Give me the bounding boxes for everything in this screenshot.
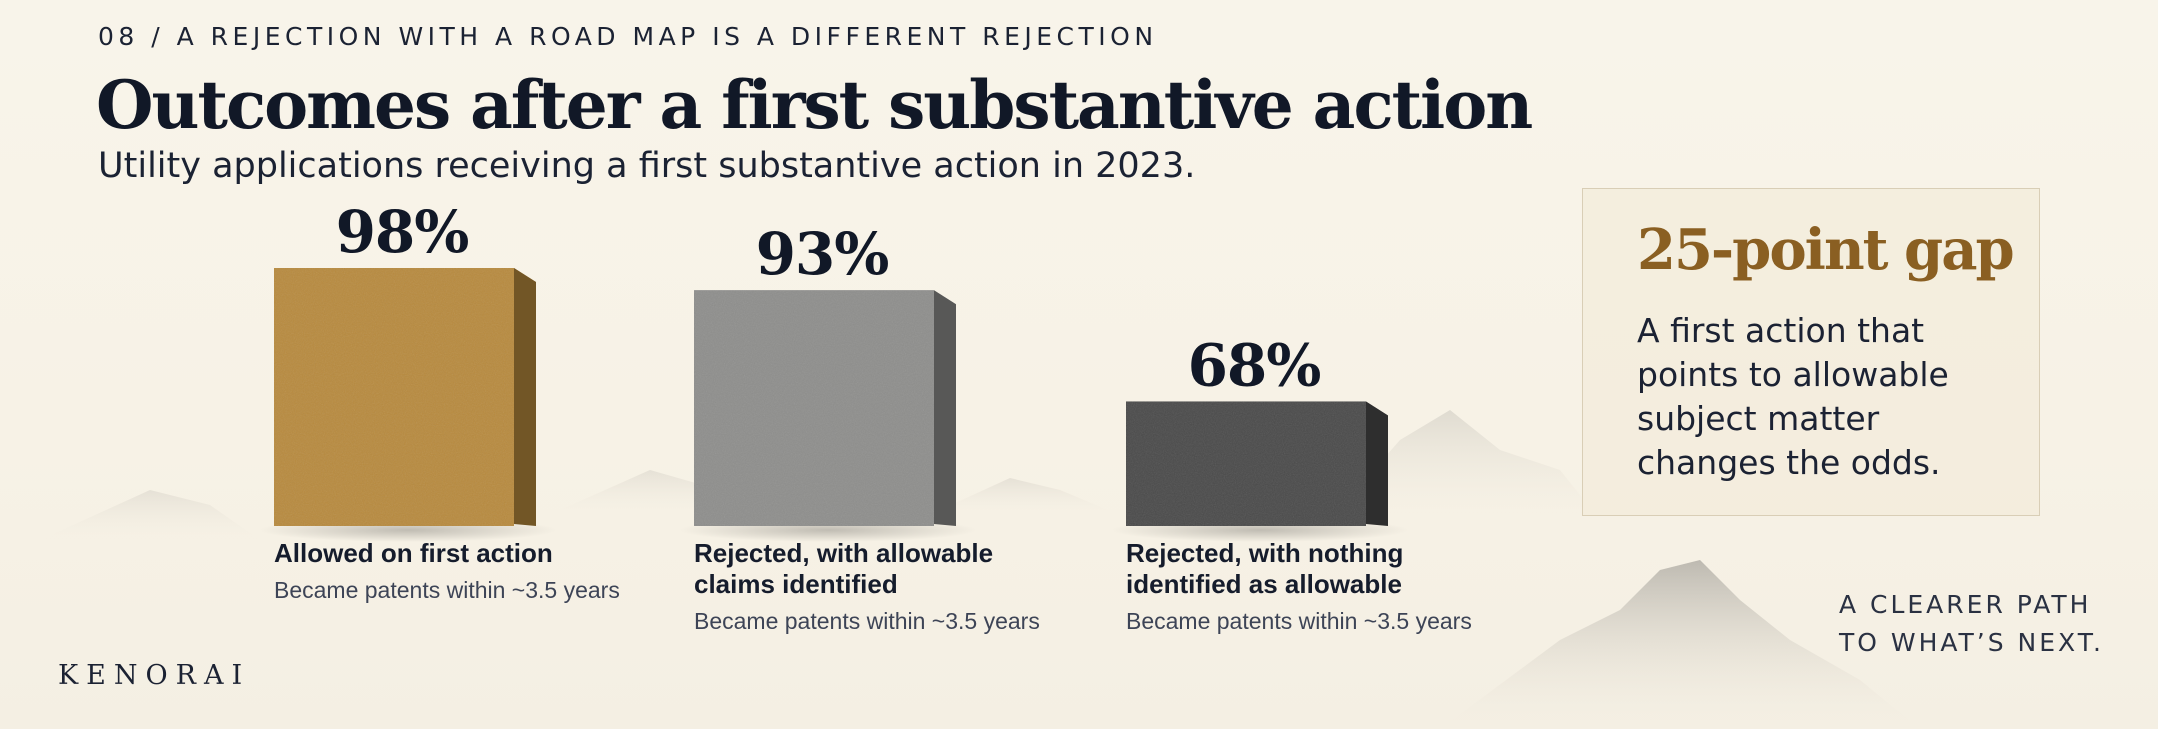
category-label: identified as allowable (1126, 569, 1402, 599)
bar-texture (694, 290, 934, 526)
category-label: Rejected, with allowable (694, 538, 994, 568)
bar-texture (1126, 401, 1366, 526)
bar-3 (1111, 401, 1409, 542)
category-note: Became patents within ~3.5 years (274, 577, 620, 603)
tagline-line-1: A CLEARER PATH (1838, 590, 2092, 619)
bar-value-label: 98% (336, 198, 469, 266)
category-label: claims identified (694, 569, 898, 599)
bar-2 (679, 290, 977, 542)
bar-1 (259, 268, 557, 542)
bar-texture (274, 268, 514, 526)
page-subtitle: Utility applications receiving a first s… (98, 146, 1196, 186)
category-label: Rejected, with nothing (1126, 538, 1404, 568)
section-eyebrow: 08 / A REJECTION WITH A ROAD MAP IS A DI… (98, 22, 1158, 51)
bar-side-face (514, 268, 536, 526)
bar-side-face (1366, 401, 1388, 526)
brand-logo: KENORAI (58, 660, 251, 691)
category-note: Became patents within ~3.5 years (1126, 608, 1472, 634)
callout-body: A first action that points to allowable … (1637, 311, 1949, 482)
bar-value-label: 68% (1188, 331, 1321, 399)
tagline: A CLEARER PATH TO WHAT’S NEXT. (1839, 586, 2104, 662)
page-title: Outcomes after a first substantive actio… (96, 66, 1533, 144)
callout-box: 25-point gap A first action that points … (1582, 188, 2040, 516)
bar-side-face (934, 290, 956, 526)
callout-title: 25-point gap (1637, 217, 2015, 283)
bar-value-label: 93% (756, 220, 889, 288)
tagline-line-2: TO WHAT’S NEXT. (1838, 628, 2104, 657)
category-label: Allowed on first action (274, 538, 553, 568)
category-note: Became patents within ~3.5 years (694, 608, 1040, 634)
